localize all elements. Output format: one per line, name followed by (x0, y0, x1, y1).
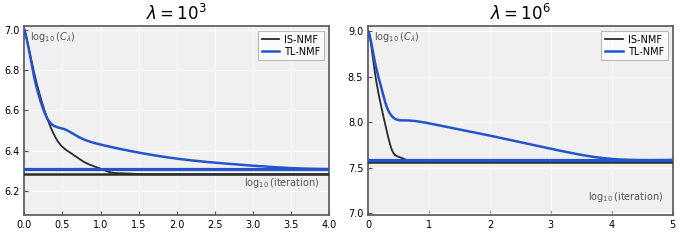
IS-NMF (165, 173, 173, 176)
TL-NMF (318, 168, 326, 170)
IS-NMF (20, 29, 29, 31)
Legend: IS-NMF, TL-NMF: IS-NMF, TL-NMF (258, 31, 324, 60)
Line: IS-NMF: IS-NMF (24, 30, 329, 174)
TL-NMF (511, 139, 519, 142)
Line: TL-NMF: TL-NMF (24, 30, 329, 169)
TL-NMF (529, 143, 537, 146)
IS-NMF (364, 30, 372, 33)
TL-NMF (613, 158, 622, 161)
Title: $\lambda = 10^3$: $\lambda = 10^3$ (146, 4, 207, 24)
IS-NMF (185, 173, 193, 176)
TL-NMF (202, 161, 210, 163)
IS-NMF (546, 161, 554, 164)
TL-NMF (185, 159, 193, 161)
Text: $\log_{10}(C_\lambda)$: $\log_{10}(C_\lambda)$ (374, 30, 420, 44)
TL-NMF (364, 30, 372, 33)
IS-NMF (437, 161, 445, 164)
TL-NMF (165, 156, 173, 159)
IS-NMF (509, 161, 517, 164)
TL-NMF (270, 166, 278, 168)
Text: $\log_{10}(\mathrm{iteration})$: $\log_{10}(\mathrm{iteration})$ (588, 190, 664, 204)
TL-NMF (325, 168, 333, 171)
Legend: IS-NMF, TL-NMF: IS-NMF, TL-NMF (601, 31, 668, 60)
IS-NMF (511, 161, 520, 164)
TL-NMF (662, 159, 670, 161)
TL-NMF (668, 159, 677, 161)
TL-NMF (20, 29, 29, 31)
IS-NMF (318, 173, 326, 176)
IS-NMF (662, 161, 670, 163)
IS-NMF (167, 173, 175, 176)
IS-NMF (614, 161, 622, 163)
IS-NMF (295, 173, 303, 176)
TL-NMF (545, 147, 554, 150)
Title: $\lambda = 10^6$: $\lambda = 10^6$ (490, 4, 551, 24)
Line: IS-NMF: IS-NMF (368, 31, 673, 162)
Line: TL-NMF: TL-NMF (368, 31, 673, 160)
TL-NMF (644, 159, 652, 162)
Text: $\log_{10}(\mathrm{iteration})$: $\log_{10}(\mathrm{iteration})$ (244, 176, 320, 190)
IS-NMF (325, 173, 333, 176)
TL-NMF (167, 157, 175, 159)
IS-NMF (270, 173, 278, 176)
TL-NMF (509, 139, 517, 142)
IS-NMF (668, 161, 677, 164)
IS-NMF (530, 161, 538, 164)
IS-NMF (202, 173, 210, 176)
Text: $\log_{10}(C_\lambda)$: $\log_{10}(C_\lambda)$ (31, 30, 76, 44)
